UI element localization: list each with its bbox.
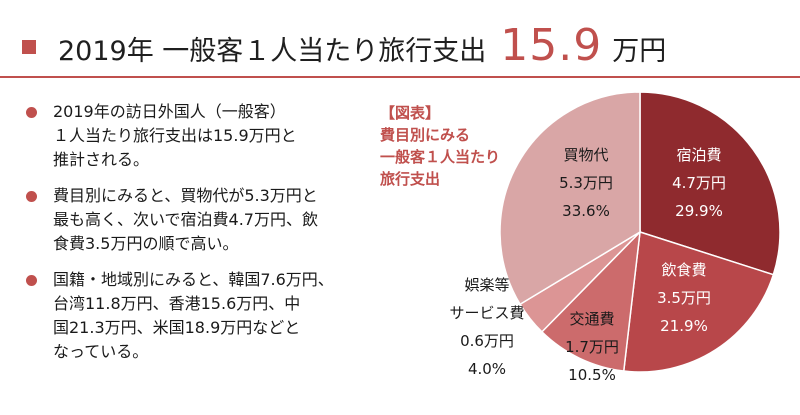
title-amount: 15.9 (500, 20, 603, 71)
pie-labels: 宿泊費 4.7万円 29.9% 飲食費 3.5万円 21.9% 交通費 1.7万円 10.5% 娯… (449, 146, 725, 384)
title-prefix: 2019年 一般客１人当たり旅行支出 (58, 36, 487, 67)
slice-label: 飲食費 3.5万円 21.9% (657, 261, 711, 335)
page-title: 2019年 一般客１人当たり旅行支出 15.9 万円 (58, 20, 666, 71)
pie-slice (540, 229, 641, 372)
title-unit: 万円 (612, 36, 667, 67)
slice-label: 娯楽等サービス費 0.6万円 4.0% (449, 276, 524, 378)
bullet-item: 国籍・地域別にみると、韓国7.6万円、 台湾11.8万円、香港15.6万円、中 … (26, 268, 376, 364)
slice-percent-label: 29.9% (675, 202, 723, 220)
slice-label: 交通費 1.7万円 10.5% (565, 310, 619, 384)
slice-category-label: 宿泊費 (676, 146, 721, 164)
bullet-dot-icon (26, 107, 37, 118)
bullet-item: 2019年の訪日外国人（一般客） １人当たり旅行支出は15.9万円と 推計される… (26, 100, 376, 172)
pie-slice (622, 231, 775, 373)
title-bullet-square (22, 40, 36, 54)
bullet-list: 2019年の訪日外国人（一般客） １人当たり旅行支出は15.9万円と 推計される… (26, 100, 376, 376)
slice-value-label: 3.5万円 (657, 289, 711, 307)
slice-percent-label: 33.6% (562, 202, 610, 220)
pie-slices (499, 91, 781, 373)
slice-label: 宿泊費 4.7万円 29.9% (672, 146, 726, 220)
bullet-text: 国籍・地域別にみると、韓国7.6万円、 台湾11.8万円、香港15.6万円、中 … (53, 270, 334, 361)
slice-percent-label: 21.9% (660, 317, 708, 335)
slice-category-label: 買物代 (563, 146, 608, 164)
pie-slice (639, 91, 781, 276)
slice-category-label: サービス費 (449, 304, 524, 322)
bullet-dot-icon (26, 275, 37, 286)
slice-label: 買物代 5.3万円 33.6% (559, 146, 613, 220)
slice-percent-label: 4.0% (468, 360, 506, 378)
slice-category-label: 交通費 (569, 310, 614, 328)
slice-category-label: 飲食費 (661, 261, 706, 279)
slice-value-label: 1.7万円 (565, 338, 619, 356)
bullet-text: 費目別にみると、買物代が5.3万円と 最も高く、次いで宿泊費4.7万円、飲 食費… (53, 186, 318, 253)
slice-percent-label: 10.5% (568, 366, 616, 384)
slice-value-label: 5.3万円 (559, 174, 613, 192)
pie-slice (499, 91, 641, 306)
slice-value-label: 4.7万円 (672, 174, 726, 192)
chart-caption: 【図表】 費目別にみる 一般客１人当たり 旅行支出 (380, 104, 501, 188)
slice-value-label: 0.6万円 (460, 332, 514, 350)
bullet-text: 2019年の訪日外国人（一般客） １人当たり旅行支出は15.9万円と 推計される… (53, 102, 297, 169)
bullet-item: 費目別にみると、買物代が5.3万円と 最も高く、次いで宿泊費4.7万円、飲 食費… (26, 184, 376, 256)
title-underline (0, 76, 800, 78)
slice-category-label: 娯楽等 (464, 276, 509, 294)
bullet-dot-icon (26, 191, 37, 202)
